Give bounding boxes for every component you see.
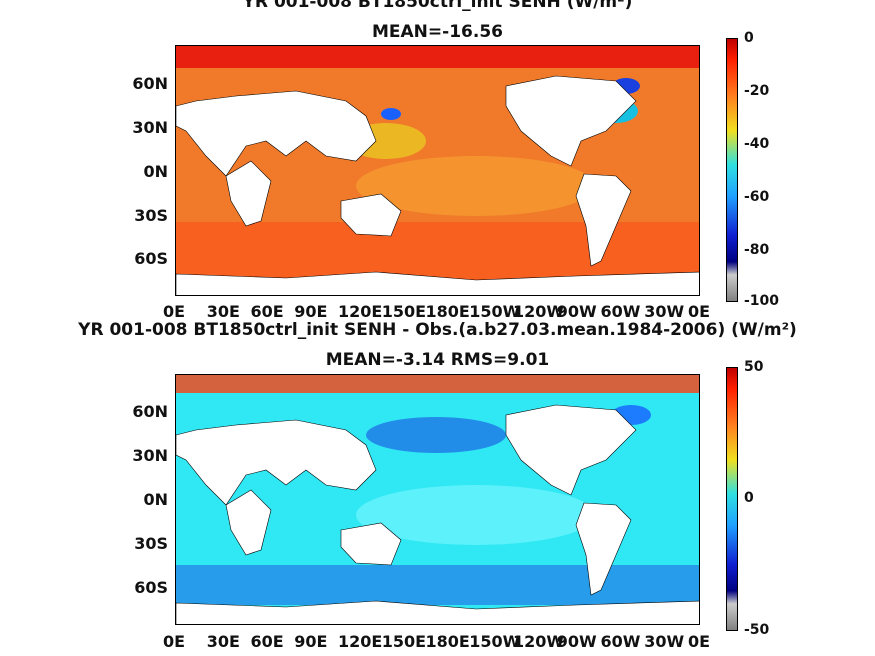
panel1-lon-label: 30W	[644, 302, 685, 321]
panel1-australia	[340, 193, 402, 237]
panel2-lon-label: 120W	[513, 632, 565, 651]
panel1-kuroshio-core	[381, 108, 401, 120]
panel1-arctic	[176, 46, 699, 68]
panel2-lon-label: 150W	[469, 632, 521, 651]
panel1-lon-label: 120E	[338, 302, 383, 321]
panel2-pacific-band	[356, 485, 596, 545]
panel2-lat-label: 30N	[132, 446, 168, 465]
panel1-cbar-tick: -20	[744, 83, 770, 99]
panel1-antarctica	[176, 271, 699, 295]
panel1-colorbar	[726, 38, 738, 302]
panel1-lon-label: 120W	[513, 302, 565, 321]
panel1-subtitle: MEAN=-16.56	[372, 22, 503, 42]
panel1-lat-label: 0N	[143, 162, 168, 181]
panel1-lon-label: 30E	[206, 302, 240, 321]
panel1-cbar-tick: -40	[744, 136, 770, 152]
panel1-map-svg	[176, 46, 699, 295]
panel2-subtitle: MEAN=-3.14 RMS=9.01	[325, 350, 550, 370]
panel1-lon-label: 150W	[469, 302, 521, 321]
panel1-lat-label: 30S	[134, 206, 168, 225]
panel2-lon-label: 0E	[163, 632, 186, 651]
panel1-eurasia-africa	[176, 90, 377, 177]
panel2-lat-label: 60N	[132, 402, 168, 421]
panel1-lat-label: 60N	[132, 74, 168, 93]
panel2-arctic	[176, 375, 699, 393]
panel1-africa	[225, 160, 272, 227]
panel2-australia	[340, 522, 402, 566]
panel1-lon-label: 90W	[556, 302, 597, 321]
panel1-lat-label: 60S	[134, 249, 168, 268]
panel1-north-america	[505, 75, 637, 167]
panel1-map	[175, 45, 700, 296]
panel2-lat-label: 30S	[134, 534, 168, 553]
panel2-south-america	[575, 502, 632, 596]
panel2-lat-label: 60S	[134, 578, 168, 597]
panel2-southern-ocean	[176, 565, 699, 605]
panel2-map-svg	[176, 375, 699, 624]
panel2-lon-label: 120E	[338, 632, 383, 651]
panel2-cbar-tick: -50	[744, 622, 770, 638]
panel2-eurasia-africa	[176, 419, 377, 506]
panel1-title: YR 001-008 BT1850ctrl_init SENH (W/m²)	[242, 0, 633, 12]
panel2-cbar-tick: 0	[744, 490, 754, 506]
panel2-lon-label: 0E	[688, 632, 711, 651]
panel1-cbar-tick: -80	[744, 242, 770, 258]
panel2-title: YR 001-008 BT1850ctrl_init SENH - Obs.(a…	[78, 320, 797, 340]
panel2-colorbar	[726, 367, 738, 631]
panel2-lon-label: 60W	[600, 632, 641, 651]
panel2-cbar-tick: 50	[744, 359, 764, 375]
panel1-lon-label: 150E	[381, 302, 427, 321]
panel2-lat-label: 0N	[143, 490, 168, 509]
panel2-lon-label: 180E	[425, 632, 470, 651]
panel1-cbar-tick: 0	[744, 30, 754, 46]
panel2-antarctica	[176, 600, 699, 624]
panel1-pacific-band	[356, 156, 596, 216]
panel1-lon-label: 90E	[294, 302, 328, 321]
panel2-lon-label: 30E	[206, 632, 240, 651]
panel2-lon-label: 30W	[644, 632, 685, 651]
panel1-lon-label: 0E	[163, 302, 186, 321]
panel1-cbar-tick: -100	[744, 293, 780, 309]
panel2-africa	[225, 489, 272, 556]
panel1-lon-label: 0E	[688, 302, 711, 321]
panel1-lon-label: 180E	[425, 302, 470, 321]
panel1-lat-label: 30N	[132, 118, 168, 137]
panel1-cbar-tick: -60	[744, 189, 770, 205]
panel1-south-america	[575, 173, 632, 267]
panel2-north-pacific	[366, 417, 506, 453]
panel2-lon-label: 90W	[556, 632, 597, 651]
panel2-lon-label: 60E	[250, 632, 284, 651]
panel2-map	[175, 374, 700, 625]
panel1-lon-label: 60E	[250, 302, 284, 321]
panel2-lon-label: 150E	[381, 632, 427, 651]
panel2-north-america	[505, 404, 637, 496]
panel1-lon-label: 60W	[600, 302, 641, 321]
panel2-lon-label: 90E	[294, 632, 328, 651]
